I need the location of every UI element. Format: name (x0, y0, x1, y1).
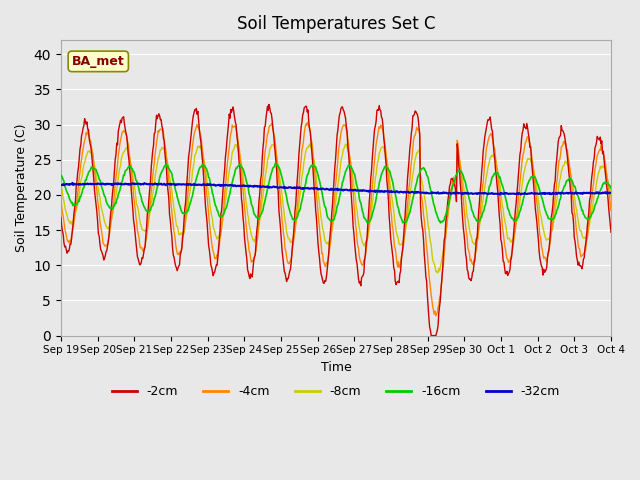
Title: Soil Temperatures Set C: Soil Temperatures Set C (237, 15, 435, 33)
Legend: -2cm, -4cm, -8cm, -16cm, -32cm: -2cm, -4cm, -8cm, -16cm, -32cm (107, 380, 565, 403)
Y-axis label: Soil Temperature (C): Soil Temperature (C) (15, 124, 28, 252)
Text: BA_met: BA_met (72, 55, 125, 68)
X-axis label: Time: Time (321, 361, 351, 374)
